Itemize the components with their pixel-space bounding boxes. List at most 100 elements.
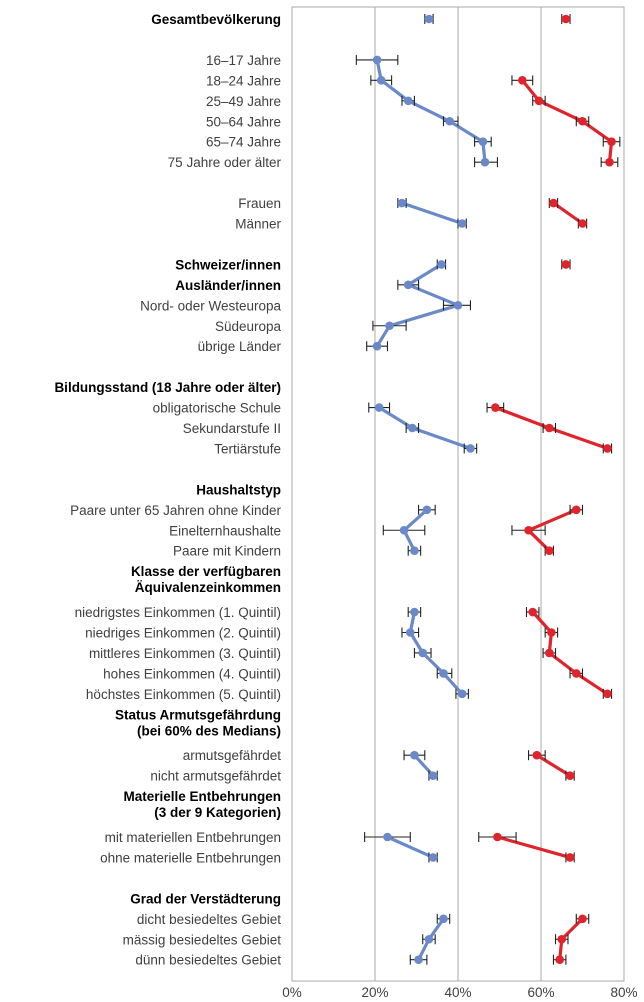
series-a-point (445, 116, 455, 126)
category-label: mässig besiedeltes Gebiet (123, 932, 282, 947)
series-a-point (372, 55, 382, 65)
category-label: Ausländer/innen (175, 278, 281, 293)
series-b-point (534, 96, 544, 106)
category-label: (3 der 9 Kategorien) (154, 805, 281, 820)
series-b-point (565, 853, 575, 862)
series-a-point (376, 76, 386, 85)
series-a-point (457, 219, 467, 228)
series-a-point (414, 955, 423, 964)
series-b-point (603, 444, 612, 453)
category-label: armutsgefährdet (183, 748, 282, 763)
series-a-point (466, 444, 475, 453)
series-b-point (557, 934, 567, 944)
series-a-point (399, 525, 409, 535)
category-label: 65–74 Jahre (206, 135, 281, 150)
category-label: Südeuropa (215, 319, 282, 334)
series-b-point (578, 116, 587, 126)
series-b-point (491, 403, 500, 412)
series-a-point (403, 280, 413, 290)
series-b-point (571, 669, 581, 678)
series-b-point (549, 198, 558, 208)
category-label: Paare unter 65 Jahren ohne Kinder (70, 503, 281, 518)
series-a-line (400, 201, 464, 226)
category-label: Gesamtbevölkerung (151, 12, 281, 27)
category-label: Bildungsstand (18 Jahre oder älter) (54, 380, 281, 395)
category-label: Tertiärstufe (214, 441, 281, 456)
error-bars (355, 14, 621, 965)
series-b-line (535, 753, 572, 778)
category-label: 50–64 Jahre (206, 114, 281, 129)
category-label: Materielle Entbehrungen (123, 789, 281, 804)
series-a-point (410, 607, 419, 617)
series-a-point (422, 505, 432, 515)
series-b-point (555, 955, 564, 964)
category-label: 16–17 Jahre (206, 53, 281, 68)
category-label: höchstes Einkommen (5. Quintil) (86, 687, 281, 702)
series-a-point (374, 403, 384, 412)
category-label: dicht besiedeltes Gebiet (137, 912, 281, 927)
series-a-point (418, 648, 428, 658)
category-label: Status Armutsgefährdung (115, 707, 281, 722)
series-a-line (375, 58, 487, 164)
series-b-point (561, 14, 571, 24)
series-b-point (545, 648, 554, 658)
series-a-point (410, 546, 419, 555)
category-label: Äquivalenzeinkommen (135, 580, 281, 595)
series-a-line (377, 406, 472, 450)
category-label: übrige Länder (198, 339, 282, 354)
series-a-point (397, 198, 407, 208)
x-tick-label: 0% (282, 985, 302, 1000)
series-a-line (412, 753, 435, 778)
series-a-point (478, 137, 488, 146)
series-b-point (545, 546, 554, 555)
category-label: Männer (235, 217, 281, 232)
series-a-point (424, 934, 434, 944)
category-label: hohes Einkommen (4. Quintil) (103, 666, 281, 681)
series-b-point (493, 832, 502, 842)
series-b-point (561, 260, 571, 269)
category-label: Schweizer/innen (175, 257, 281, 272)
grid-layer (291, 6, 625, 982)
series-b-point (578, 219, 587, 228)
category-label: Einelternhaushalte (169, 523, 281, 538)
series-a-point (457, 689, 467, 699)
series-b-point (528, 607, 537, 617)
category-label: Nord- oder Westeuropa (140, 298, 281, 313)
series-b-point (607, 137, 616, 146)
series-a-point (428, 853, 438, 862)
category-label: niedrigstes Einkommen (1. Quintil) (75, 605, 281, 620)
series-a-line (385, 835, 435, 860)
series-b-line (495, 835, 572, 860)
series-a-point (383, 832, 392, 842)
category-label: Sekundarstufe II (183, 421, 281, 436)
series-b-point (603, 689, 612, 699)
series-a-point (439, 914, 448, 924)
series-a-point (403, 96, 413, 106)
series-b-point (605, 157, 614, 167)
series-b-point (532, 750, 542, 760)
series-b-point (571, 505, 581, 515)
series-a-point (453, 301, 463, 310)
series-b-point (565, 771, 575, 780)
category-label: Grad der Verstädterung (130, 891, 281, 906)
category-label: (bei 60% des Medians) (137, 723, 281, 738)
category-label: 75 Jahre oder älter (168, 155, 282, 170)
category-label: mittleres Einkommen (3. Quintil) (89, 646, 281, 661)
category-label: dünn besiedeltes Gebiet (135, 953, 281, 968)
series-b-line (520, 78, 614, 164)
category-label: mit materiellen Entbehrungen (105, 830, 281, 845)
category-label: ohne materielle Entbehrungen (100, 850, 281, 865)
x-axis: 0% 20% 40% 60% 80% (282, 985, 637, 1000)
series-b-point (547, 628, 556, 637)
series-b-point (545, 423, 554, 433)
series-a-point (424, 14, 434, 24)
series-a-point (408, 423, 417, 433)
series-a-point (405, 628, 415, 637)
x-tick-label: 60% (527, 985, 554, 1000)
series-a-point (437, 260, 446, 269)
series-a-point (428, 771, 438, 780)
series-a-point (480, 157, 490, 167)
category-label: Haushaltstyp (196, 482, 281, 497)
category-label: 25–49 Jahre (206, 94, 281, 109)
